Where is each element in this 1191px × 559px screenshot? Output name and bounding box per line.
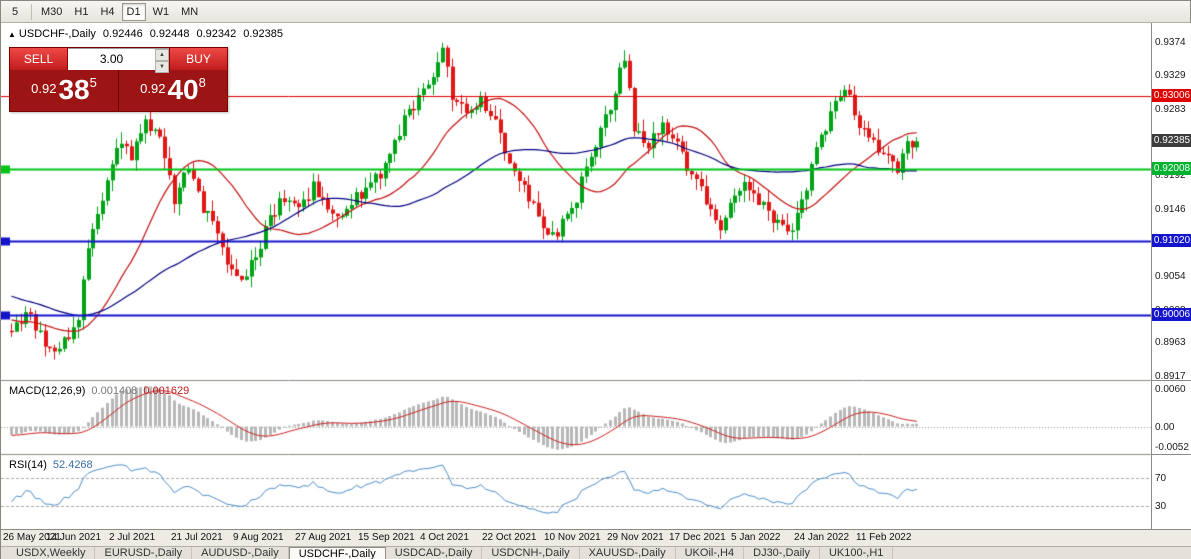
chart-tab-usdx-weekly[interactable]: USDX,Weekly: [7, 547, 96, 559]
price-axis-label: 0.9146: [1155, 203, 1186, 215]
chart-tab-xauusd-daily[interactable]: XAUUSD-,Daily: [580, 547, 676, 559]
chart-tab-usdcad-daily[interactable]: USDCAD-,Daily: [386, 547, 483, 559]
date-axis-label: 15 Sep 2021: [358, 532, 415, 543]
volume-down-icon[interactable]: ▼: [155, 61, 169, 73]
macd-axis-label: 0.0060: [1155, 384, 1186, 395]
date-axis-label: 22 Oct 2021: [482, 532, 537, 543]
date-axis-label: 27 Aug 2021: [295, 532, 352, 543]
rsi-axis-label: 30: [1155, 501, 1167, 513]
volume-value: 3.00: [99, 52, 124, 66]
chart-tab-eurusd-daily[interactable]: EURUSD-,Daily: [95, 547, 193, 559]
sell-price-display[interactable]: 0.92385: [10, 70, 119, 111]
panel-separator: [1152, 454, 1191, 455]
date-axis-label: 17 Dec 2021: [669, 532, 726, 543]
ohlc-open: 0.92446: [102, 28, 143, 40]
date-axis-label: 14 Jun 2021: [46, 532, 102, 543]
toolbar-separator: [31, 3, 32, 20]
macd-name: MACD(12,26,9): [9, 385, 86, 397]
buy-price-sup: 8: [198, 75, 206, 90]
buy-button[interactable]: BUY: [169, 48, 227, 70]
chart-tab-dj30-daily[interactable]: DJ30-,Daily: [744, 547, 820, 559]
rsi-name: RSI(14): [9, 459, 47, 471]
date-axis-label: 24 Jan 2022: [794, 532, 850, 543]
chart-tab-audusd-daily[interactable]: AUDUSD-,Daily: [192, 547, 289, 559]
price-axis-label: 0.8963: [1155, 337, 1186, 349]
buy-price-big: 40: [167, 74, 199, 105]
chart-tabs-bar: USDX,Weekly EURUSD-,Daily AUDUSD-,Daily USD…: [1, 546, 1191, 559]
price-level-badge: 0.91020: [1152, 233, 1191, 247]
timeframe-button-5[interactable]: 5: [3, 3, 27, 21]
macd-value-main: 0.001408: [91, 385, 138, 397]
date-axis-label: 21 Jul 2021: [171, 532, 223, 543]
panel-separator: [1152, 380, 1191, 381]
date-axis-label: 29 Nov 2021: [607, 532, 664, 543]
macd-axis-label: -0.0052: [1155, 442, 1189, 453]
ohlc-high: 0.92448: [149, 28, 190, 40]
macd-indicator-label: MACD(12,26,9) 0.001408 0.001629: [9, 385, 189, 397]
buy-price-display[interactable]: 0.92408: [119, 70, 227, 111]
date-axis-label: 2 Jul 2021: [109, 532, 156, 543]
sell-button[interactable]: SELL: [10, 48, 68, 70]
date-axis-label: 26 May 2021: [3, 532, 61, 543]
one-click-trading-panel: SELL 3.00 ▲ ▼ BUY 0.92385 0.92408: [9, 47, 228, 112]
timeframe-button-h1[interactable]: H1: [69, 3, 93, 21]
volume-input[interactable]: 3.00 ▲ ▼: [68, 48, 169, 73]
date-axis-label: 4 Oct 2021: [420, 532, 469, 543]
price-level-badge: 0.93006: [1152, 89, 1191, 102]
sell-price-prefix: 0.92: [31, 81, 57, 96]
timeframe-button-h4[interactable]: H4: [95, 3, 119, 21]
timeframe-button-d1[interactable]: D1: [121, 2, 146, 21]
date-axis-label: 5 Jan 2022: [731, 532, 781, 543]
buy-price-prefix: 0.92: [140, 81, 166, 96]
price-axis-label: 0.9374: [1155, 37, 1186, 49]
ohlc-close: 0.92385: [243, 28, 283, 40]
timeframe-button-w1[interactable]: W1: [148, 3, 175, 21]
macd-value-signal: 0.001629: [143, 385, 190, 397]
price-axis-label: 0.9283: [1155, 103, 1186, 115]
price-axis-label: 0.9192: [1155, 170, 1186, 182]
timeframe-button-m30[interactable]: M30: [36, 3, 67, 21]
chart-title: USDCHF-,Daily: [18, 28, 96, 40]
price-axis-label: 0.9329: [1155, 70, 1186, 82]
date-axis-label: 11 Feb 2022: [856, 532, 912, 543]
volume-spinner: ▲ ▼: [155, 49, 169, 73]
date-axis-label: 10 Nov 2021: [544, 532, 601, 543]
price-axis-label: 0.8917: [1155, 371, 1186, 383]
ohlc-low: 0.92342: [196, 28, 237, 40]
date-axis-label: 9 Aug 2021: [233, 532, 284, 543]
macd-axis-label: 0.00: [1155, 421, 1175, 433]
chart-tab-uk100-h1[interactable]: UK100-,H1: [820, 547, 894, 559]
rsi-current-value: 52.4268: [52, 459, 93, 471]
timeframe-toolbar: 5 M30 H1 H4 D1 W1 MN: [1, 1, 1190, 23]
sell-price-big: 38: [58, 74, 90, 105]
price-level-badge: 0.92008: [1152, 161, 1191, 175]
chart-tab-usdchf-daily[interactable]: USDCHF-,Daily: [288, 547, 386, 559]
price-level-badge: 0.92385: [1152, 134, 1191, 148]
timeframe-button-mn[interactable]: MN: [176, 3, 203, 21]
sell-price-sup: 5: [89, 75, 97, 90]
rsi-axis-label: 70: [1155, 472, 1167, 484]
price-axis[interactable]: 0.93740.93290.92830.92380.91920.91460.91…: [1151, 23, 1191, 529]
volume-up-icon[interactable]: ▲: [155, 49, 169, 61]
chart-header: ▲ USDCHF-,Daily 0.92446 0.92448 0.92342 0.923…: [8, 28, 283, 40]
chart-tab-ukoil-h4[interactable]: UKOil-,H4: [676, 547, 745, 559]
price-level-badge: 0.90006: [1152, 308, 1191, 321]
chart-tab-usdcnh-daily[interactable]: USDCNH-,Daily: [482, 547, 580, 559]
symbol-arrow-icon: ▲: [8, 30, 16, 39]
price-axis-label: 0.9054: [1155, 271, 1186, 283]
rsi-indicator-label: RSI(14) 52.4268: [9, 459, 93, 471]
date-axis[interactable]: 26 May 2021 14 Jun 2021 2 Jul 2021 21 Jul 2…: [1, 529, 1191, 546]
